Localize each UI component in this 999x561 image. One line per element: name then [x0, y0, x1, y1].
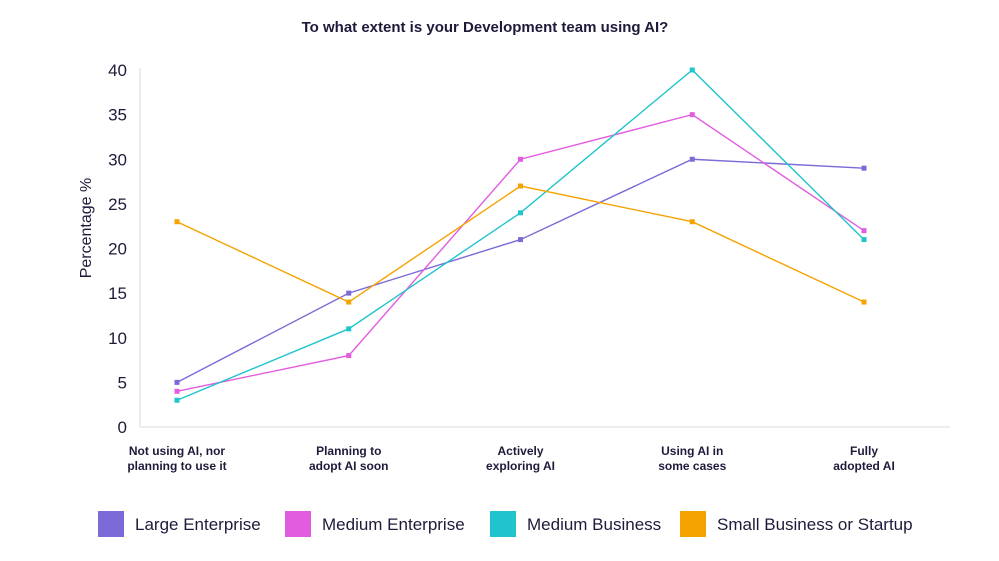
data-point — [346, 299, 352, 305]
x-tick-label: Planning to adopt AI soon — [309, 444, 389, 473]
legend-swatch — [285, 511, 311, 537]
x-tick-label-line: Not using AI, nor — [129, 444, 226, 458]
legend-label: Medium Business — [527, 515, 661, 534]
y-axis-label: Percentage % — [78, 178, 95, 279]
y-tick-label: 10 — [108, 329, 127, 348]
data-point — [689, 156, 695, 162]
x-tick-label-line: adopted AI — [833, 459, 895, 473]
x-tick-group: Not using AI, nor planning to use it Plann… — [127, 444, 894, 473]
data-point — [518, 210, 523, 216]
y-tick-label: 5 — [118, 373, 127, 392]
y-tick-group: 0 5 10 15 20 25 30 35 40 — [108, 61, 127, 437]
x-tick-label: Actively exploring AI — [486, 444, 555, 473]
y-tick-label: 35 — [108, 106, 127, 125]
legend: Large Enterprise Medium Enterprise Medium … — [98, 511, 913, 537]
series-line-medium-enterprise — [176, 113, 865, 392]
y-tick-label: 40 — [108, 61, 127, 80]
x-tick-label: Fully adopted AI — [833, 444, 895, 473]
x-tick-label-line: adopt AI soon — [309, 459, 389, 473]
series-group — [174, 67, 867, 403]
series-line-medium-business — [176, 69, 865, 401]
x-tick-label-line: Fully — [850, 444, 878, 458]
y-tick-label: 20 — [108, 240, 127, 259]
data-point — [174, 388, 180, 394]
data-point — [689, 219, 695, 225]
data-point — [518, 237, 523, 243]
data-point — [174, 379, 180, 385]
data-point — [346, 290, 352, 296]
data-point — [689, 112, 695, 118]
y-tick-label: 25 — [108, 195, 127, 214]
x-tick-label: Not using AI, nor planning to use it — [127, 444, 226, 473]
chart-title: To what extent is your Development team … — [302, 19, 669, 36]
x-tick-label-line: some cases — [658, 459, 726, 473]
x-tick-label-line: Actively — [497, 444, 543, 458]
x-tick-label-line: Using AI in — [661, 444, 723, 458]
x-tick-label: Using AI in some cases — [658, 444, 726, 473]
legend-swatch — [490, 511, 516, 537]
data-point — [861, 299, 867, 305]
data-point — [861, 228, 867, 234]
y-tick-label: 0 — [118, 418, 127, 437]
series-line-small-business-or-startup — [176, 185, 865, 303]
data-point — [346, 353, 352, 359]
x-tick-label-line: exploring AI — [486, 459, 555, 473]
data-point — [518, 156, 523, 162]
data-point — [861, 165, 867, 171]
x-tick-label-line: Planning to — [316, 444, 381, 458]
data-point — [346, 326, 352, 332]
legend-swatch — [680, 511, 706, 537]
y-tick-label: 30 — [108, 150, 127, 169]
y-tick-label: 15 — [108, 284, 127, 303]
legend-swatch — [98, 511, 124, 537]
series-line-large-enterprise — [176, 158, 865, 383]
data-point — [689, 67, 695, 73]
legend-label: Small Business or Startup — [717, 515, 913, 534]
data-point — [174, 397, 180, 403]
data-point — [518, 183, 523, 189]
legend-label: Medium Enterprise — [322, 515, 465, 534]
data-point — [861, 237, 867, 243]
legend-label: Large Enterprise — [135, 515, 261, 534]
x-tick-label-line: planning to use it — [127, 459, 226, 473]
data-point — [174, 219, 180, 225]
